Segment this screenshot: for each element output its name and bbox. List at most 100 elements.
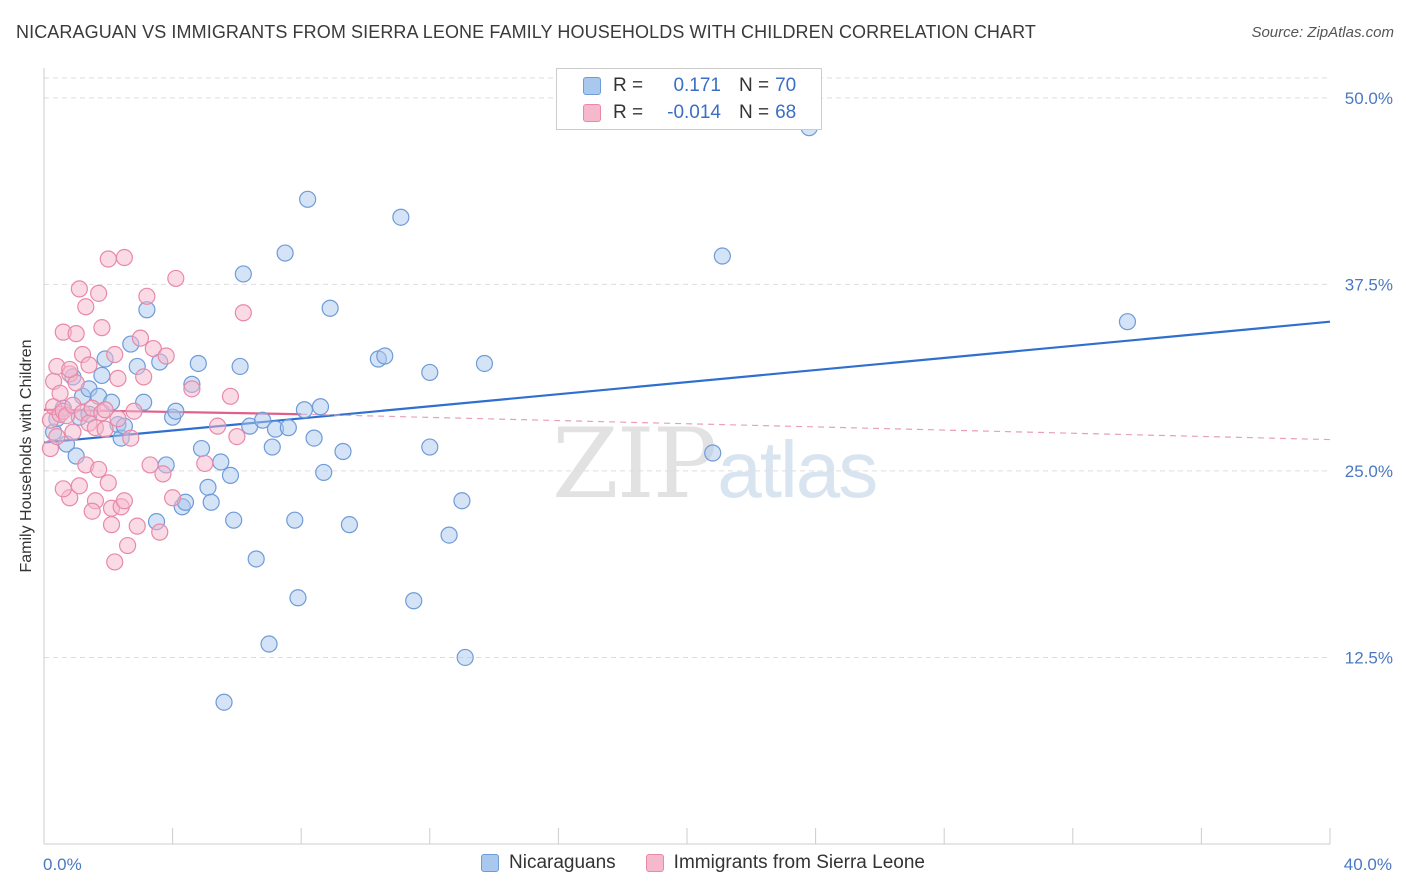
source-label: Source: ZipAtlas.com xyxy=(1251,24,1394,41)
watermark-atlas: atlas xyxy=(717,425,878,514)
point-sierra-leone xyxy=(109,410,127,428)
x-tick-label: 0.0% xyxy=(43,855,82,874)
point-nicaraguans xyxy=(405,592,423,610)
y-tick-label: 50.0% xyxy=(1345,89,1393,108)
point-nicaraguans xyxy=(421,363,439,382)
trend-lines xyxy=(43,320,1331,444)
legend-r-value: -0.014 xyxy=(667,102,721,123)
legend-swatch-sierra-leone xyxy=(645,854,664,872)
legend-r-label: R = xyxy=(613,102,644,123)
point-nicaraguans xyxy=(1118,313,1137,331)
y-tick-label: 25.0% xyxy=(1345,462,1393,481)
point-nicaraguans xyxy=(334,442,352,461)
point-nicaraguans xyxy=(279,419,297,437)
point-sierra-leone xyxy=(141,456,159,474)
point-nicaraguans xyxy=(189,354,207,373)
legend-item-nicaraguans: Nicaraguans xyxy=(481,852,616,874)
point-nicaraguans xyxy=(295,401,314,419)
tick-labels: 12.5% 25.0% 37.5% 50.0% 0.0% 40.0% xyxy=(43,89,1393,874)
point-nicaraguans xyxy=(192,439,211,458)
watermark-zip: ZIP xyxy=(552,408,717,520)
point-sierra-leone xyxy=(167,269,185,288)
point-nicaraguans xyxy=(247,550,265,568)
point-nicaraguans xyxy=(704,444,722,462)
point-nicaraguans xyxy=(289,589,307,607)
point-nicaraguans xyxy=(221,466,240,484)
point-sierra-leone xyxy=(51,384,69,402)
point-sierra-leone xyxy=(109,369,127,387)
point-sierra-leone xyxy=(115,492,133,510)
point-sierra-leone xyxy=(61,360,79,379)
point-sierra-leone xyxy=(70,477,88,495)
point-sierra-leone xyxy=(90,284,108,302)
point-nicaraguans xyxy=(376,347,394,365)
point-sierra-leone xyxy=(90,460,108,479)
point-nicaraguans xyxy=(456,648,474,667)
point-nicaraguans xyxy=(299,190,317,208)
point-nicaraguans xyxy=(321,299,339,317)
point-nicaraguans xyxy=(286,511,304,529)
point-sierra-leone xyxy=(221,387,240,405)
point-sierra-leone xyxy=(48,428,66,446)
point-nicaraguans xyxy=(263,438,281,456)
legend-swatch-nicaraguans xyxy=(481,854,499,872)
point-nicaraguans xyxy=(234,265,252,283)
point-nicaraguans xyxy=(93,366,111,385)
legend-n-value: 68 xyxy=(775,102,797,123)
legend-item-sierra-leone: Immigrants from Sierra Leone xyxy=(645,852,925,874)
point-nicaraguans xyxy=(340,516,359,534)
legend-n-label: N = xyxy=(739,75,770,96)
point-nicaraguans xyxy=(392,208,410,226)
point-sierra-leone xyxy=(196,454,214,473)
point-nicaraguans xyxy=(311,398,330,416)
point-sierra-leone xyxy=(54,480,72,498)
point-nicaraguans xyxy=(202,493,220,511)
point-sierra-leone xyxy=(131,329,150,347)
point-sierra-leone xyxy=(80,356,98,374)
point-nicaraguans xyxy=(276,244,294,262)
point-nicaraguans xyxy=(254,411,272,429)
point-sierra-leone xyxy=(115,248,133,267)
correlation-legend: R = 0.171 N = 70 R = -0.014 N = 68 xyxy=(556,68,822,130)
axes xyxy=(43,68,1331,845)
series-legend: Nicaraguans Immigrants from Sierra Leone xyxy=(0,852,1406,874)
point-sierra-leone xyxy=(128,517,146,535)
point-sierra-leone xyxy=(99,474,117,492)
point-sierra-leone xyxy=(154,465,172,483)
point-nicaraguans xyxy=(315,463,333,482)
point-sierra-leone xyxy=(157,347,175,365)
point-nicaraguans xyxy=(167,402,185,420)
point-nicaraguans xyxy=(475,354,494,373)
point-sierra-leone xyxy=(144,339,162,358)
point-nicaraguans xyxy=(421,438,439,456)
point-nicaraguans xyxy=(260,635,278,653)
point-sierra-leone xyxy=(77,298,95,316)
point-nicaraguans xyxy=(713,247,731,265)
point-sierra-leone xyxy=(138,287,156,305)
point-sierra-leone xyxy=(118,536,137,555)
point-sierra-leone xyxy=(67,325,85,343)
watermark: ZIPatlas xyxy=(552,408,878,520)
point-sierra-leone xyxy=(83,502,101,520)
chart-title: NICARAGUAN VS IMMIGRANTS FROM SIERRA LEO… xyxy=(16,22,1037,42)
point-sierra-leone xyxy=(183,380,201,398)
point-nicaraguans xyxy=(453,492,471,510)
point-sierra-leone xyxy=(228,428,246,446)
point-nicaraguans xyxy=(215,693,233,711)
point-sierra-leone xyxy=(93,319,111,337)
point-sierra-leone xyxy=(209,417,227,435)
legend-row-nicaraguans: R = 0.171 N = 70 xyxy=(583,74,796,98)
legend-r-value: 0.171 xyxy=(673,75,721,96)
point-sierra-leone xyxy=(151,523,169,541)
y-tick-label: 37.5% xyxy=(1345,275,1393,294)
legend-n-label: N = xyxy=(739,102,770,123)
point-sierra-leone xyxy=(234,304,252,322)
point-nicaraguans xyxy=(231,357,249,376)
legend-r-label: R = xyxy=(613,75,644,96)
legend-label-sierra-leone: Immigrants from Sierra Leone xyxy=(673,852,925,873)
point-nicaraguans xyxy=(199,478,217,496)
trend-extension-sierra-leone xyxy=(301,413,1331,441)
point-sierra-leone xyxy=(125,402,143,420)
point-sierra-leone xyxy=(70,280,88,298)
